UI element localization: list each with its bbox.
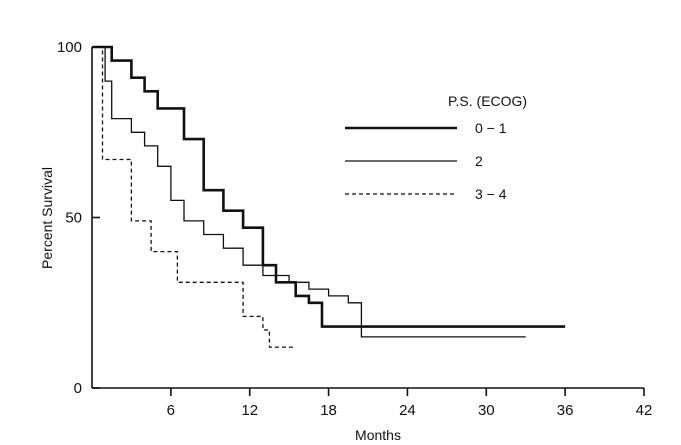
x-tick-label: 24 bbox=[399, 402, 416, 419]
y-axis-label: Percent Survival bbox=[39, 167, 55, 269]
legend-title: P.S. (ECOG) bbox=[448, 93, 527, 109]
x-tick-label: 30 bbox=[478, 402, 495, 419]
series-line-2 bbox=[92, 46, 526, 338]
series-layer bbox=[92, 45, 566, 348]
legend-label-2: 2 bbox=[475, 153, 483, 169]
series-line-3 bbox=[92, 46, 296, 348]
x-ticks: 6 12 18 24 30 36 42 bbox=[167, 388, 653, 419]
y-tick-label: 100 bbox=[57, 39, 82, 56]
y-tick-label: 0 bbox=[74, 380, 82, 397]
x-tick-label: 18 bbox=[320, 402, 337, 419]
series-line-1 bbox=[92, 45, 566, 328]
legend-label-1: 0 − 1 bbox=[475, 120, 507, 136]
x-tick-label: 6 bbox=[167, 402, 175, 419]
x-tick-label: 12 bbox=[241, 402, 258, 419]
x-tick-label: 36 bbox=[557, 402, 574, 419]
x-tick-label: 42 bbox=[636, 402, 653, 419]
legend-label-3: 3 − 4 bbox=[475, 186, 507, 202]
y-ticks: 0 50 100 bbox=[57, 39, 100, 397]
x-axis-label: Months bbox=[355, 427, 401, 443]
legend: P.S. (ECOG) 0 − 1 2 3 − 4 bbox=[345, 93, 527, 202]
y-tick-label: 50 bbox=[65, 210, 82, 227]
